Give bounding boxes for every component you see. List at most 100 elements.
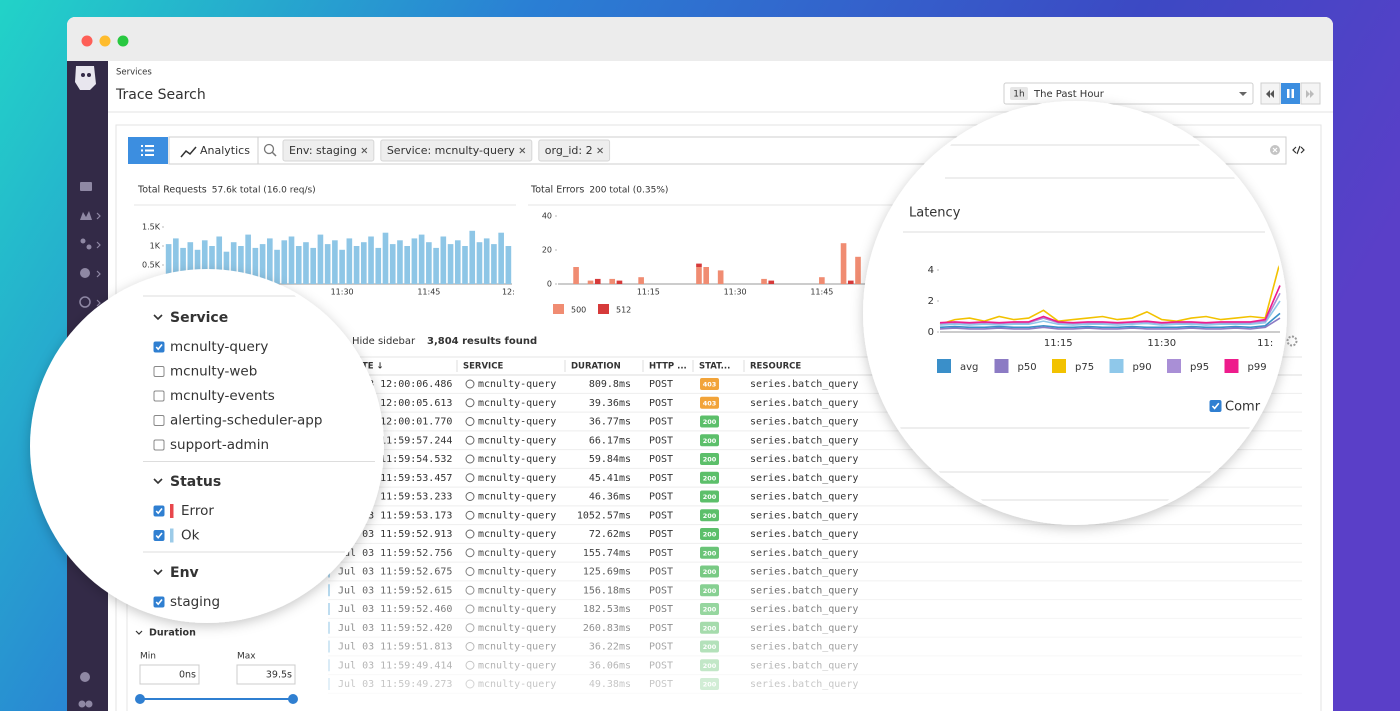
- min-input[interactable]: [139, 664, 200, 685]
- legend-label: p99: [1248, 362, 1267, 373]
- rewind-icon: [1266, 90, 1274, 98]
- cell-resource: series.batch_query: [750, 379, 858, 390]
- check-mark: [155, 532, 163, 539]
- bar: [216, 236, 223, 284]
- facet-chevron[interactable]: [153, 314, 163, 321]
- chip-remove[interactable]: [361, 147, 368, 154]
- nav-icon[interactable]: [80, 238, 86, 244]
- nav-icon[interactable]: [79, 296, 91, 308]
- nav-icon[interactable]: [80, 672, 90, 682]
- cell-status: 403: [703, 399, 717, 407]
- facet-item[interactable]: mcnulty-events: [170, 388, 275, 404]
- status-badge: [700, 603, 719, 615]
- checkbox[interactable]: [153, 439, 165, 451]
- column-header[interactable]: DATE ↓: [349, 362, 384, 372]
- table-row[interactable]: Jul 03 11:59:52.615 mcnulty-query 156.18ms…: [328, 584, 1302, 601]
- bar: [173, 238, 179, 284]
- bar: [332, 240, 338, 284]
- checkbox[interactable]: [1209, 400, 1222, 412]
- cell-date: Jul 03 11:59:53.457: [338, 473, 452, 484]
- checkbox[interactable]: [153, 390, 165, 402]
- cell-method: POST: [649, 510, 673, 521]
- min-value: 0ns: [179, 670, 196, 681]
- cell-date: Jul 03 11:59:53.233: [338, 492, 452, 503]
- bar: [209, 246, 215, 284]
- nav-icon[interactable]: [80, 182, 92, 191]
- facet-item[interactable]: alerting-scheduler-app: [170, 413, 322, 429]
- breadcrumb[interactable]: Services: [116, 68, 152, 78]
- analytics-button[interactable]: [168, 136, 259, 165]
- facet-item[interactable]: Error: [181, 503, 214, 519]
- close-button[interactable]: [81, 35, 93, 47]
- max-value: 39.5s: [266, 670, 292, 681]
- facet-chevron[interactable]: [135, 630, 143, 635]
- bar: [469, 230, 476, 284]
- facet-item[interactable]: staging: [170, 594, 220, 610]
- checkbox[interactable]: [153, 366, 165, 377]
- facet-item[interactable]: Ok: [181, 528, 200, 544]
- bar: [324, 244, 331, 284]
- facet-item[interactable]: mcnulty-query: [170, 339, 268, 355]
- bar: [223, 251, 230, 284]
- column-header[interactable]: SERVICE: [463, 362, 503, 372]
- table-row[interactable]: Jul 03 11:59:49.273 mcnulty-query 49.38ms P…: [328, 678, 1302, 694]
- service-icon: [465, 529, 475, 539]
- cell-date: Jul 03 11:59:52.420: [338, 623, 452, 634]
- y-tick-label: 0: [547, 280, 552, 289]
- max-label: Max: [237, 652, 256, 662]
- table-row[interactable]: Jul 03 11:59:52.420 mcnulty-query 260.83ms…: [328, 621, 1302, 638]
- y-tick-label: 0.5K: [142, 261, 161, 270]
- bar: [397, 240, 403, 284]
- column-header[interactable]: STAT...: [699, 362, 730, 372]
- table-row[interactable]: Jul 03 11:59:52.460 mcnulty-query 182.53ms…: [328, 603, 1302, 619]
- time-selector[interactable]: [1003, 82, 1254, 105]
- nav-icon[interactable]: [78, 700, 86, 708]
- facet-item[interactable]: mcnulty-web: [170, 364, 257, 380]
- settings-icon[interactable]: [1286, 335, 1298, 347]
- table-row[interactable]: Jul 03 11:59:52.913 mcnulty-query 72.62ms P…: [328, 528, 1302, 544]
- status-badge: [700, 659, 719, 672]
- facet-item[interactable]: support-admin: [170, 437, 269, 453]
- table-row[interactable]: Jul 03 11:59:52.675 mcnulty-query 125.69ms…: [328, 565, 1302, 582]
- column-header[interactable]: HTTP ...: [649, 362, 687, 372]
- filter-chip[interactable]: [538, 139, 611, 162]
- column-header[interactable]: DURATION: [571, 362, 621, 372]
- cell-resource: series.batch_query: [750, 585, 858, 596]
- chip-remove[interactable]: [597, 147, 603, 154]
- facet-chevron[interactable]: [153, 478, 163, 485]
- chip-remove[interactable]: [519, 147, 526, 154]
- slider-handle[interactable]: [288, 694, 298, 704]
- filter-chip[interactable]: [380, 139, 533, 162]
- service-icon: [465, 623, 475, 633]
- facet-chevron[interactable]: [153, 569, 163, 576]
- slider-handle[interactable]: [135, 694, 145, 704]
- filter-chip-label: Service: mcnulty-query: [387, 144, 515, 157]
- facet-title: Env: [170, 565, 199, 581]
- bar: [447, 244, 454, 284]
- bar: [303, 242, 309, 284]
- cell-status: 200: [703, 418, 717, 426]
- table-row[interactable]: Jul 03 11:59:51.813 mcnulty-query 36.22ms P…: [328, 640, 1302, 657]
- column-header[interactable]: RESOURCE: [750, 362, 801, 372]
- cell-service: mcnulty-query: [478, 660, 556, 671]
- table-row[interactable]: Jul 03 11:59:53.173 mcnulty-query 1052.57m…: [328, 509, 1302, 526]
- minimize-button[interactable]: [99, 35, 111, 47]
- hide-sidebar[interactable]: Hide sidebar: [352, 336, 416, 347]
- nav-icon[interactable]: [80, 268, 90, 278]
- max-input[interactable]: [236, 664, 296, 685]
- zoom-button[interactable]: [117, 35, 129, 47]
- table-row[interactable]: Jul 03 11:59:52.756 mcnulty-query 155.74ms…: [328, 546, 1302, 563]
- legend-swatch: [994, 359, 1009, 373]
- checkbox[interactable]: [153, 415, 165, 426]
- latency-line: [939, 317, 1281, 330]
- cell-method: POST: [649, 642, 673, 653]
- cell-service: mcnulty-query: [478, 529, 556, 540]
- code-icon[interactable]: [1292, 145, 1305, 155]
- pause-button[interactable]: [1281, 83, 1300, 104]
- check-mark: [1211, 402, 1220, 410]
- row-indicator: [328, 659, 330, 672]
- filter-chip[interactable]: [282, 139, 375, 162]
- table-row[interactable]: Jul 03 11:59:49.414 mcnulty-query 36.06ms P…: [328, 659, 1302, 676]
- nav-icon[interactable]: [80, 211, 92, 220]
- cell-duration: 156.18ms: [583, 585, 631, 596]
